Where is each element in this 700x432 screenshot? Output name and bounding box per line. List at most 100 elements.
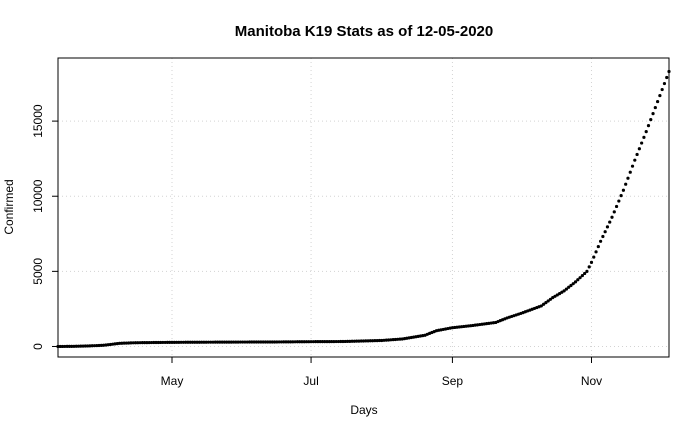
data-point [209, 340, 213, 344]
x-tick-label: Nov [581, 374, 602, 388]
data-point [662, 81, 667, 86]
data-point [359, 339, 363, 343]
data-point [352, 339, 356, 343]
data-point [74, 344, 78, 348]
data-point [129, 341, 133, 345]
data-point [270, 340, 274, 344]
data-point [63, 344, 67, 349]
data-point [329, 339, 334, 344]
data-point [286, 340, 290, 344]
data-point [247, 340, 252, 344]
data-point [147, 340, 151, 345]
data-point [127, 341, 131, 345]
data-point [339, 339, 343, 344]
data-point [257, 340, 261, 344]
data-point [154, 340, 158, 345]
data-point [275, 340, 279, 344]
data-point [206, 340, 211, 344]
data-point [122, 341, 126, 345]
data-point [610, 215, 614, 219]
data-point [213, 340, 217, 344]
data-point [585, 269, 589, 273]
data-point [282, 340, 286, 344]
data-point [596, 244, 600, 249]
data-point [617, 199, 621, 203]
data-point [323, 340, 327, 344]
data-point [345, 339, 350, 344]
data-point [660, 87, 664, 92]
data-point [204, 340, 208, 344]
data-point [117, 341, 122, 345]
data-point [589, 260, 594, 264]
x-tick-label: Jul [303, 374, 318, 388]
data-point [170, 340, 174, 344]
data-point [120, 341, 124, 345]
data-point [644, 130, 648, 134]
data-point [637, 147, 641, 151]
data-point [569, 283, 573, 288]
data-point [220, 340, 224, 344]
data-point [161, 340, 165, 345]
data-point [288, 340, 293, 344]
data-point [539, 304, 543, 308]
data-point [386, 338, 391, 342]
data-point [172, 340, 176, 344]
data-point [177, 340, 181, 344]
data-point [373, 339, 377, 343]
data-point [608, 220, 612, 224]
data-point [364, 339, 368, 343]
data-point [234, 340, 238, 344]
data-point [548, 297, 553, 301]
x-tick-label: May [161, 374, 184, 388]
data-point [197, 340, 201, 344]
data-point [332, 339, 336, 344]
data-point [309, 340, 313, 344]
data-point [656, 99, 660, 104]
y-tick-label: 5000 [31, 258, 45, 285]
data-point [624, 182, 628, 186]
data-point [594, 250, 598, 254]
x-axis: May Jul Sep Nov [161, 357, 602, 388]
data-point [202, 340, 206, 344]
data-point [368, 339, 372, 343]
data-point [311, 340, 315, 344]
data-point [163, 340, 167, 345]
data-point [571, 282, 575, 286]
data-point [65, 344, 69, 348]
data-point [67, 344, 71, 348]
data-point [279, 340, 284, 344]
data-point [90, 344, 94, 348]
data-point [380, 338, 384, 343]
data-point [564, 287, 569, 291]
data-point [576, 278, 580, 282]
y-axis: 0 5000 10000 15000 [31, 104, 58, 350]
data-point [215, 340, 220, 344]
data-point [646, 124, 651, 128]
data-point [140, 341, 144, 345]
data-point [241, 340, 245, 344]
data-point [76, 344, 81, 348]
data-point [238, 340, 242, 344]
data-point [266, 340, 270, 344]
data-point [263, 340, 268, 344]
data-point [158, 340, 163, 345]
data-point [272, 340, 277, 344]
data-point [307, 340, 311, 344]
data-point [658, 93, 662, 98]
data-point [649, 118, 653, 122]
data-point [149, 340, 154, 345]
y-tick-label: 0 [31, 343, 45, 350]
data-point [614, 204, 619, 209]
data-point [601, 234, 605, 239]
data-point [99, 343, 103, 347]
data-point [156, 340, 160, 345]
data-point [314, 340, 318, 344]
data-point [188, 340, 192, 344]
data-point [195, 340, 199, 344]
data-point [193, 340, 197, 344]
data-point [236, 340, 240, 344]
data-point [261, 340, 265, 344]
data-point [145, 340, 149, 345]
data-point [229, 340, 233, 344]
